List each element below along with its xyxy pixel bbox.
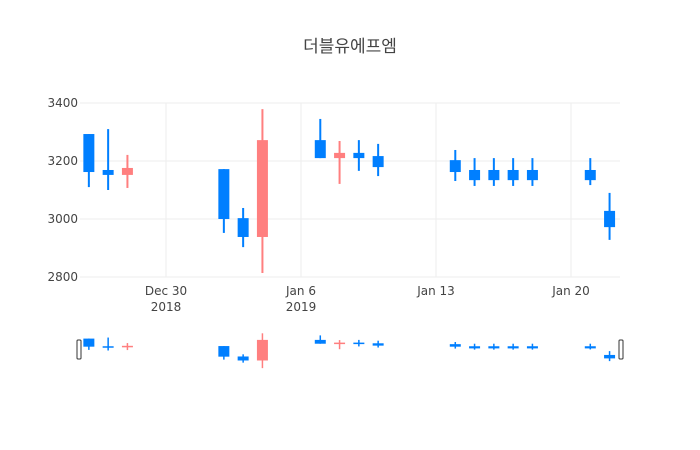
candle[interactable] — [314, 335, 326, 344]
x-tick-label: Jan 13 — [416, 284, 455, 298]
candle[interactable] — [83, 134, 95, 188]
candle[interactable] — [314, 118, 326, 159]
main-plot-candles[interactable] — [83, 109, 616, 273]
x-tick-label: Dec 30 — [145, 284, 187, 298]
y-tick-label: 2800 — [47, 270, 78, 284]
x-tick-year: 2018 — [151, 300, 182, 314]
candle[interactable] — [218, 346, 230, 360]
candle[interactable] — [83, 338, 95, 350]
x-tick-label: Jan 6 — [285, 284, 316, 298]
candle[interactable] — [353, 339, 365, 347]
candle[interactable] — [449, 149, 461, 182]
y-tick-label: 3200 — [47, 154, 78, 168]
candle[interactable] — [584, 343, 596, 350]
candle[interactable] — [469, 158, 481, 186]
candle[interactable] — [102, 129, 114, 190]
candle[interactable] — [584, 158, 596, 186]
range-slider-right-handle[interactable] — [618, 339, 624, 360]
candle[interactable] — [449, 341, 461, 349]
candle[interactable] — [372, 143, 384, 177]
candle[interactable] — [507, 158, 519, 186]
candle[interactable] — [102, 337, 114, 351]
candle[interactable] — [469, 343, 481, 350]
candle[interactable] — [237, 207, 249, 248]
candle[interactable] — [218, 169, 230, 233]
y-axis: 2800 3000 3200 3400 — [47, 96, 78, 284]
candle[interactable] — [121, 154, 133, 188]
candle[interactable] — [334, 340, 346, 350]
candle[interactable] — [334, 140, 346, 184]
candle[interactable] — [526, 343, 538, 350]
candle[interactable] — [372, 340, 384, 348]
x-tick-label: Jan 20 — [551, 284, 590, 298]
y-tick-label: 3000 — [47, 212, 78, 226]
y-tick-label: 3400 — [47, 96, 78, 110]
x-axis: Dec 30 2018 Jan 6 2019 Jan 13 Jan 20 — [145, 284, 590, 314]
gridlines — [80, 102, 620, 278]
candle[interactable] — [507, 343, 519, 350]
candle[interactable] — [256, 109, 268, 273]
candle[interactable] — [604, 192, 616, 240]
candle[interactable] — [121, 343, 133, 351]
range-slider-left-handle[interactable] — [76, 339, 82, 360]
candle[interactable] — [256, 333, 268, 369]
chart-title: 더블유에프엠 — [303, 37, 397, 57]
range-slider[interactable] — [76, 333, 624, 369]
candle[interactable] — [526, 158, 538, 186]
candle[interactable] — [488, 158, 500, 186]
candle[interactable] — [353, 140, 365, 171]
candle[interactable] — [237, 354, 249, 363]
candle[interactable] — [488, 343, 500, 350]
candle[interactable] — [604, 351, 616, 362]
x-tick-year: 2019 — [286, 300, 317, 314]
